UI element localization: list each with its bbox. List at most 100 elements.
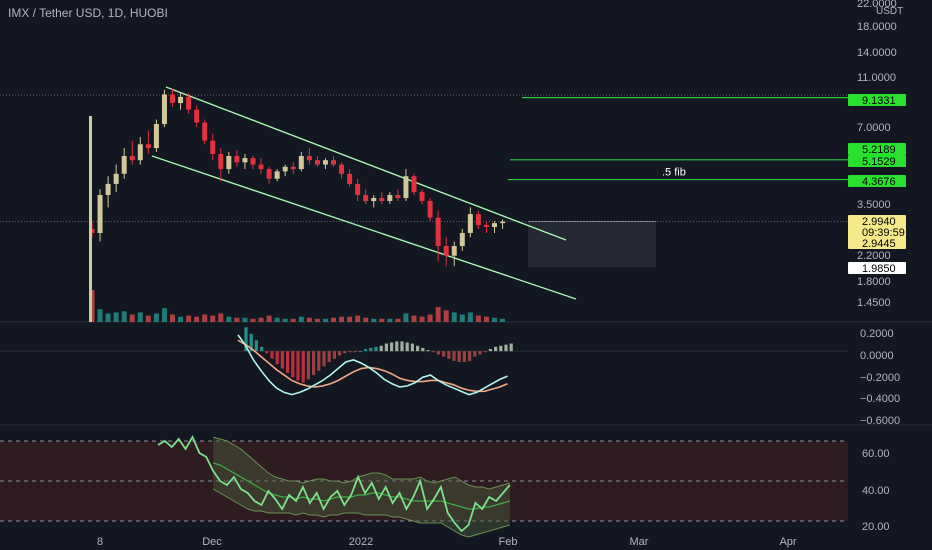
candle-body bbox=[500, 221, 506, 224]
candle-body bbox=[363, 195, 369, 202]
price-tick-label: 11.0000 bbox=[857, 72, 896, 84]
macd-histogram-bar bbox=[452, 351, 456, 361]
listing-candle bbox=[89, 116, 92, 322]
volume-bar bbox=[290, 318, 296, 322]
candle-body bbox=[161, 94, 167, 125]
candle-body bbox=[282, 166, 288, 172]
channel-lower-line bbox=[151, 155, 577, 300]
candle-body bbox=[379, 197, 385, 202]
macd-tick-label: −0.4000 bbox=[860, 393, 900, 405]
macd-histogram-bar bbox=[260, 346, 264, 352]
candle-body bbox=[314, 160, 320, 165]
volume-bar bbox=[427, 314, 433, 322]
macd-histogram-bar bbox=[296, 351, 300, 381]
price-badge-label: 4.3676 bbox=[862, 176, 896, 188]
macd-histogram-bar bbox=[478, 351, 482, 355]
candle-body bbox=[153, 124, 159, 149]
volume-bar bbox=[500, 318, 506, 322]
volume-bar bbox=[467, 312, 473, 322]
volume-bar bbox=[483, 316, 489, 322]
volume-bar bbox=[274, 317, 280, 322]
volume-bar bbox=[298, 316, 304, 322]
volume-bar bbox=[129, 314, 135, 322]
macd-histogram-bar bbox=[265, 351, 269, 354]
volume-bar bbox=[202, 314, 208, 322]
price-badge-label: 1.9850 bbox=[862, 263, 896, 275]
volume-bar bbox=[178, 316, 184, 322]
volume-bar bbox=[355, 315, 361, 322]
macd-histogram-bar bbox=[306, 351, 310, 380]
macd-histogram-bar bbox=[436, 351, 440, 355]
volume-bar bbox=[339, 316, 345, 322]
volume-bar bbox=[387, 318, 393, 322]
price-badge-label: 09:39:59 bbox=[862, 227, 905, 239]
price-badge-label: 5.2189 bbox=[862, 144, 896, 156]
candle-body bbox=[483, 225, 489, 227]
candle-body bbox=[395, 195, 401, 198]
volume-bar bbox=[419, 316, 425, 322]
candle-body bbox=[145, 144, 151, 149]
macd-histogram-bar bbox=[254, 340, 258, 352]
volume-bar bbox=[97, 309, 103, 322]
volume-bar bbox=[306, 317, 312, 322]
macd-histogram-bar bbox=[509, 343, 513, 352]
price-badge bbox=[848, 155, 906, 167]
price-badge bbox=[848, 237, 906, 249]
price-tick-label: 3.5000 bbox=[857, 199, 891, 211]
macd-histogram-bar bbox=[322, 351, 326, 367]
macd-histogram-bar bbox=[457, 351, 461, 363]
macd-histogram-bar bbox=[483, 351, 487, 353]
candle-body bbox=[113, 173, 119, 184]
price-tick-label: 7.0000 bbox=[857, 122, 891, 134]
macd-histogram-bar bbox=[343, 351, 347, 354]
macd-histogram-bar bbox=[317, 351, 321, 371]
candle-body bbox=[355, 183, 361, 196]
macd-histogram-bar bbox=[499, 345, 503, 352]
projection-box bbox=[528, 221, 656, 268]
candle-body bbox=[97, 195, 103, 233]
rsi-band-lower bbox=[212, 488, 511, 538]
candle-body bbox=[475, 214, 481, 226]
macd-histogram-bar bbox=[384, 343, 388, 352]
volume-bar bbox=[194, 316, 200, 322]
candle-body bbox=[492, 223, 497, 227]
volume-bar bbox=[170, 314, 175, 322]
macd-tick-label: 0.2000 bbox=[860, 328, 894, 340]
candle-body bbox=[403, 176, 409, 198]
candle-body bbox=[137, 144, 143, 161]
date-tick-label: Apr bbox=[779, 536, 796, 548]
volume-bar bbox=[347, 316, 353, 322]
macd-tick-label: −0.2000 bbox=[860, 372, 900, 384]
macd-histogram-bar bbox=[395, 341, 399, 352]
volume-bar bbox=[443, 310, 449, 322]
macd-tick-label: −0.6000 bbox=[860, 415, 900, 427]
volume-bar bbox=[403, 313, 409, 322]
macd-tick-label: 0.0000 bbox=[860, 350, 894, 362]
price-badge-label: 9.1331 bbox=[862, 95, 896, 107]
volume-bar bbox=[105, 313, 111, 322]
macd-histogram-bar bbox=[364, 348, 368, 352]
macd-histogram-bar bbox=[468, 351, 472, 361]
macd-histogram-bar bbox=[400, 341, 404, 352]
price-tick-label: 1.4500 bbox=[857, 297, 891, 309]
price-tick-label: 2.2000 bbox=[857, 250, 891, 262]
price-badge-label: 2.9940 bbox=[862, 216, 896, 228]
macd-histogram-bar bbox=[473, 351, 477, 357]
volume-bar bbox=[451, 312, 457, 322]
rsi-ma-line bbox=[213, 462, 511, 510]
candle-body bbox=[129, 156, 135, 161]
candle-body bbox=[170, 94, 175, 104]
macd-histogram-bar bbox=[426, 350, 430, 352]
candle-body bbox=[435, 217, 441, 247]
macd-histogram-bar bbox=[431, 351, 435, 353]
volume-bar bbox=[226, 316, 232, 322]
fib-annotation: .5 fib bbox=[662, 167, 686, 179]
channel-upper-line bbox=[165, 86, 567, 241]
candle-body bbox=[411, 176, 417, 193]
candle-body bbox=[210, 140, 216, 154]
volume-bar bbox=[459, 314, 465, 322]
price-badge bbox=[848, 215, 906, 227]
candle-body bbox=[242, 158, 248, 163]
candle-body bbox=[459, 232, 465, 247]
